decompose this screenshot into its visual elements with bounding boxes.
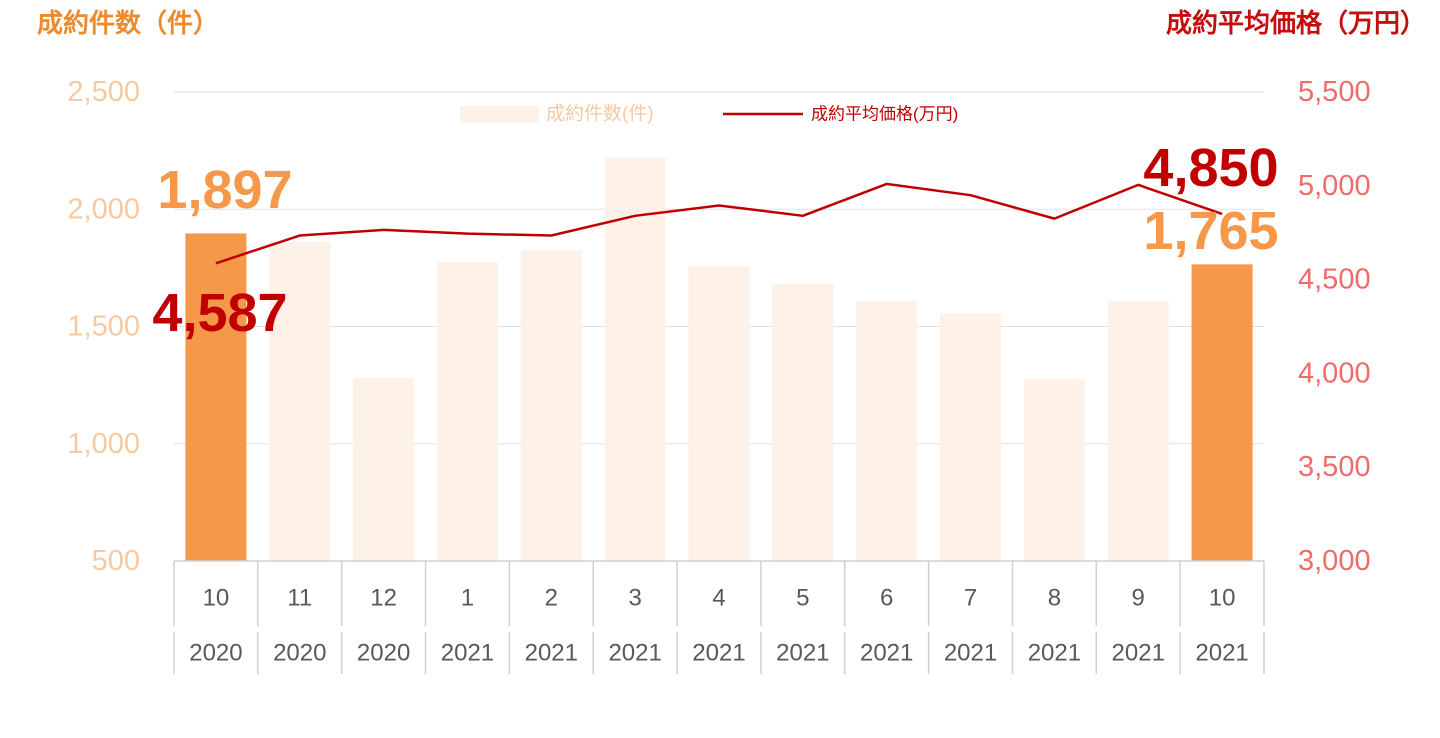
left-tick-label: 1,000 [67, 428, 140, 460]
bar [940, 313, 1002, 561]
left-tick-label: 2,500 [67, 76, 140, 108]
x-tick-month: 2 [545, 585, 558, 612]
callout-label: 4,850 [1143, 138, 1278, 198]
right-tick-label: 5,000 [1298, 170, 1371, 202]
x-axis: 10 2020 11 2020 12 2020 1 2021 2 2021 3 2021 4 2021 5 2… [173, 560, 1265, 674]
x-tick-year: 2021 [860, 640, 913, 667]
x-tick-month: 10 [1209, 585, 1236, 612]
x-tick-year: 2021 [944, 640, 997, 667]
x-tick-month: 1 [461, 585, 474, 612]
callout-label: 1,897 [157, 160, 292, 220]
x-tick-month: 12 [370, 585, 397, 612]
x-tick-year: 2021 [441, 640, 494, 667]
x-tick-month: 6 [880, 585, 893, 612]
bar [269, 242, 331, 561]
legend-line-label: 成約平均価格(万円) [811, 105, 958, 124]
left-axis-title: 成約件数（件） [8, 2, 219, 46]
legend-bar-swatch [460, 106, 539, 123]
x-tick-year: 2021 [608, 640, 661, 667]
right-tick-label: 3,000 [1298, 545, 1371, 577]
bar [353, 378, 415, 561]
x-tick-year: 2021 [525, 640, 578, 667]
bars [185, 157, 1253, 561]
bar [604, 157, 666, 561]
x-tick-month: 3 [628, 585, 641, 612]
left-title-text: 成約件数（件） [37, 9, 220, 39]
x-tick-month: 11 [287, 585, 312, 612]
price-line-layer [215, 182, 1223, 265]
bar [856, 300, 918, 561]
x-tick-month: 7 [964, 585, 977, 612]
bar [772, 284, 834, 561]
left-tick-label: 1,500 [67, 311, 140, 343]
callout-label: 1,765 [1143, 201, 1278, 261]
right-tick-label: 4,000 [1298, 357, 1371, 389]
left-tick-label: 500 [92, 545, 140, 577]
legend: 成約件数(件) 成約平均価格(万円) [460, 103, 958, 125]
right-title-text: 成約平均価格（万円） [1165, 9, 1426, 39]
x-tick-year: 2020 [273, 640, 326, 667]
x-tick-year: 2021 [692, 640, 745, 667]
right-tick-label: 5,500 [1298, 76, 1371, 108]
legend-bar-label: 成約件数(件) [546, 103, 654, 125]
left-axis: 500 1,000 1,500 2,000 2,500 [67, 76, 140, 577]
bar [1191, 264, 1253, 561]
x-tick-year: 2021 [1112, 640, 1165, 667]
bar [1023, 379, 1085, 561]
x-tick-year: 2021 [1195, 640, 1248, 667]
x-tick-year: 2020 [189, 640, 242, 667]
bar [436, 262, 498, 561]
x-tick-year: 2021 [776, 640, 829, 667]
x-tick-month: 9 [1132, 585, 1145, 612]
price-line [215, 182, 1223, 265]
bar [1107, 300, 1169, 561]
x-tick-month: 8 [1048, 585, 1061, 612]
right-axis: 3,000 3,500 4,000 4,500 5,000 5,500 [1298, 76, 1371, 577]
right-tick-label: 4,500 [1298, 264, 1371, 296]
bar [520, 250, 582, 561]
x-tick-month: 5 [796, 585, 809, 612]
callout-label: 4,587 [152, 283, 287, 343]
x-tick-year: 2020 [357, 640, 410, 667]
right-axis-title: 成約平均価格（万円） [1137, 2, 1426, 46]
left-tick-label: 2,000 [67, 193, 140, 225]
x-tick-month: 4 [712, 585, 725, 612]
x-tick-year: 2021 [1028, 640, 1081, 667]
bar [185, 233, 247, 561]
x-tick-month: 10 [203, 585, 230, 612]
right-tick-label: 3,500 [1298, 451, 1371, 483]
bar [688, 266, 750, 561]
